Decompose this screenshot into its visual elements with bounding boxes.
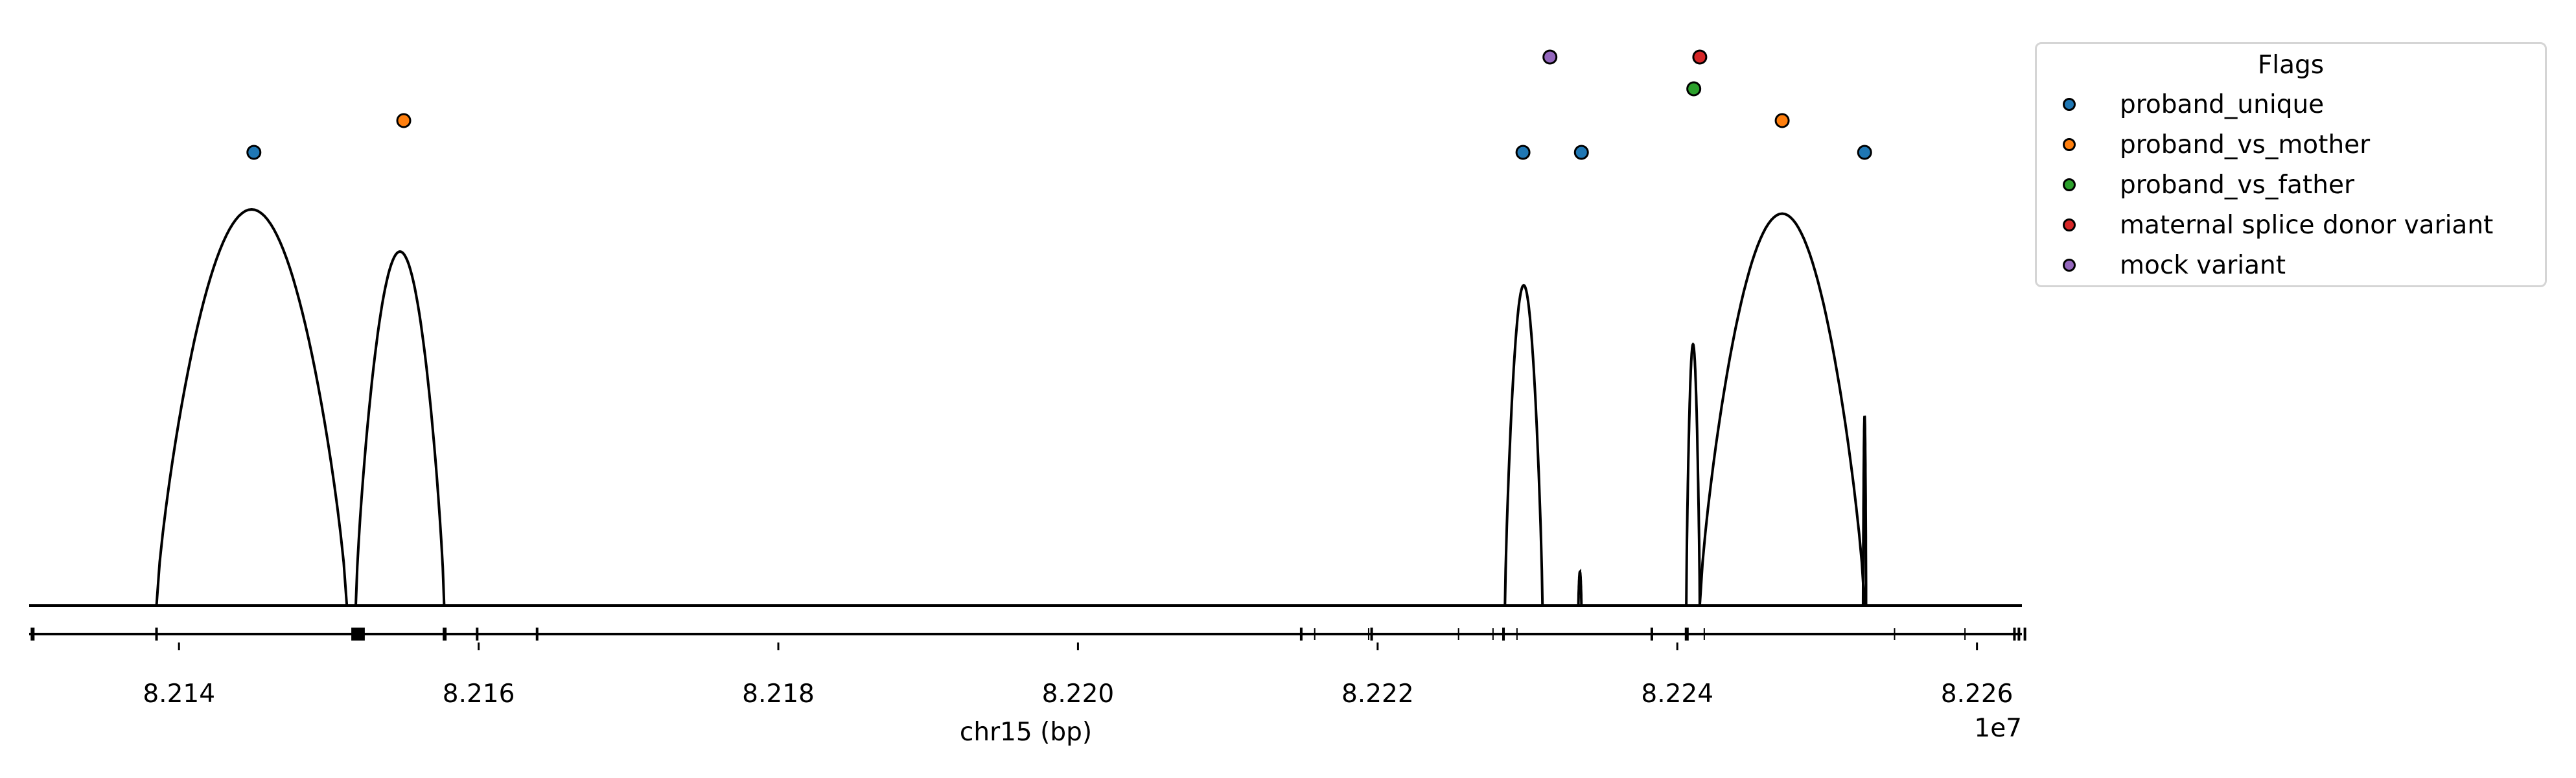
legend-item-mock-variant: mock variant xyxy=(2063,249,2286,281)
legend-item-proband-vs-mother: proband_vs_mother xyxy=(2063,128,2370,161)
legend-item-maternal-splice-donor-variant: maternal splice donor variant xyxy=(2063,209,2493,241)
variant-point xyxy=(1857,145,1872,160)
legend-marker xyxy=(2063,218,2076,231)
variant-points xyxy=(246,49,1872,160)
legend: Flags proband_unique proband_vs_mother p… xyxy=(2035,42,2547,287)
variant-point xyxy=(1515,145,1531,160)
coverage-arc xyxy=(1698,212,1866,606)
coverage-arc xyxy=(354,250,446,606)
x-tick-label: 8.214 xyxy=(143,679,215,709)
legend-label: proband_unique xyxy=(2120,89,2325,119)
gene-track-exon xyxy=(443,628,447,641)
coverage-arc xyxy=(1685,342,1701,606)
legend-label: mock variant xyxy=(2120,250,2286,280)
x-tick-label: 8.218 xyxy=(742,679,815,709)
coverage-arcs xyxy=(155,207,1868,606)
variant-point xyxy=(1573,145,1589,160)
legend-label: proband_vs_mother xyxy=(2120,130,2371,159)
legend-label: proband_vs_father xyxy=(2120,170,2354,200)
legend-marker xyxy=(2063,138,2076,151)
x-axis-offset-label: 1e7 xyxy=(1974,714,2022,743)
variant-point xyxy=(1686,81,1702,97)
legend-label: maternal splice donor variant xyxy=(2120,210,2494,240)
variant-point xyxy=(396,113,412,128)
legend-item-proband-vs-father: proband_vs_father xyxy=(2063,169,2354,201)
variant-point xyxy=(246,145,262,160)
x-tick-label: 8.222 xyxy=(1341,679,1414,709)
x-tick-label: 8.226 xyxy=(1941,679,2013,709)
variant-point xyxy=(1692,49,1708,65)
gene-track-exon xyxy=(1684,628,1689,641)
x-axis: 8.214 8.216 8.218 8.220 8.222 8.224 8.226 xyxy=(143,642,2013,709)
legend-item-proband-unique: proband_unique xyxy=(2063,88,2324,121)
gene-track-exon xyxy=(30,628,35,641)
x-axis-label: chr15 (bp) xyxy=(960,718,1092,747)
gene-track xyxy=(29,628,2026,641)
legend-title: Flags xyxy=(2257,51,2325,80)
variant-point xyxy=(1542,49,1558,65)
legend-marker xyxy=(2063,178,2076,191)
coverage-arc xyxy=(1861,415,1868,606)
x-tick-label: 8.224 xyxy=(1641,679,1713,709)
variant-point xyxy=(1774,113,1790,128)
coverage-arc xyxy=(1577,569,1583,606)
gene-track-exon xyxy=(351,628,365,641)
legend-marker xyxy=(2063,259,2076,272)
x-tick-label: 8.216 xyxy=(443,679,515,709)
x-tick-label: 8.220 xyxy=(1042,679,1115,709)
coverage-arc xyxy=(155,207,349,606)
coverage-arc xyxy=(1503,283,1544,606)
legend-marker xyxy=(2063,98,2076,111)
